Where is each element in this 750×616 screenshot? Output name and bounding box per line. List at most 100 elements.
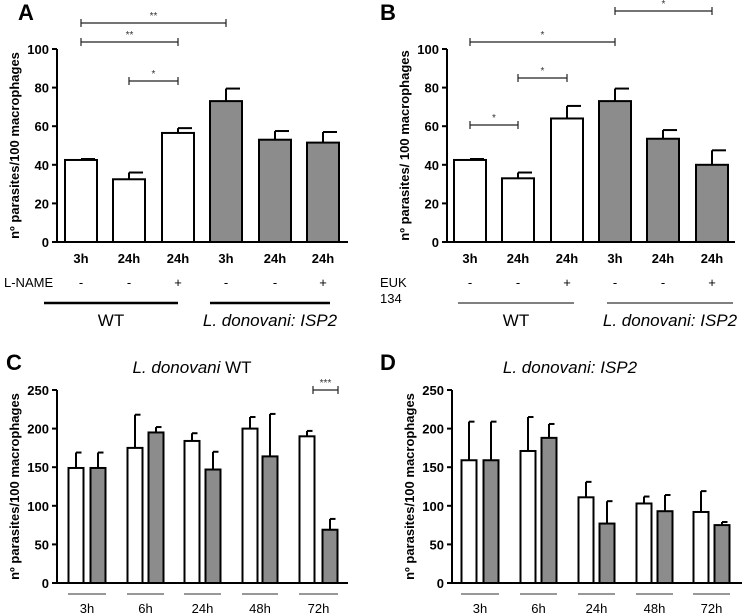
x-tick-label: 24h bbox=[652, 251, 674, 266]
y-axis-label: nº parasites/100 macrophages bbox=[402, 393, 417, 580]
bar bbox=[695, 163, 729, 243]
panel-title: L. donovani: ISP2 bbox=[503, 358, 638, 377]
bar bbox=[147, 431, 165, 584]
treatment-sign: + bbox=[174, 275, 182, 290]
panel-label: D bbox=[380, 350, 396, 375]
treatment-sign: - bbox=[273, 275, 277, 290]
treatment-sign: - bbox=[79, 275, 83, 290]
panel-c: C 0 50 100 150 200 250 nº parasites/100 macroph… bbox=[6, 350, 348, 616]
y-tick-label: 40 bbox=[35, 158, 49, 173]
group-label: L. donovani: ISP2 bbox=[203, 311, 338, 330]
significance-label: * bbox=[541, 66, 545, 77]
x-tick-label: 24h bbox=[167, 251, 189, 266]
bar bbox=[598, 522, 616, 585]
treatment-sign: + bbox=[708, 275, 716, 290]
y-tick-label: 50 bbox=[35, 537, 49, 552]
y-tick-label: 150 bbox=[422, 460, 444, 475]
x-tick-label: 3h bbox=[607, 251, 622, 266]
bar bbox=[453, 158, 487, 244]
treatment-sign: + bbox=[319, 275, 327, 290]
y-tick-label: 0 bbox=[437, 576, 444, 591]
y-axis-label: nº parasites/100 macrophages bbox=[7, 52, 22, 239]
treatment-sign: - bbox=[661, 275, 665, 290]
x-tick-label: 24h bbox=[264, 251, 286, 266]
y-tick-label: 20 bbox=[35, 196, 49, 211]
x-tick-label: 3h bbox=[73, 251, 88, 266]
bar bbox=[646, 137, 680, 243]
bar bbox=[692, 510, 710, 585]
bar bbox=[89, 466, 107, 584]
treatment-sign: - bbox=[224, 275, 228, 290]
panel-title-italic: L. donovani bbox=[132, 358, 221, 377]
bar bbox=[67, 466, 85, 584]
x-tick-label: 3h bbox=[462, 251, 477, 266]
y-tick-label: 60 bbox=[35, 119, 49, 134]
panel-label: A bbox=[18, 0, 34, 25]
bar bbox=[656, 510, 674, 585]
significance-label: * bbox=[492, 113, 496, 124]
treatment-label: L-NAME bbox=[4, 275, 53, 290]
bar bbox=[519, 449, 537, 584]
bar bbox=[241, 427, 259, 584]
x-tick-label: 24h bbox=[118, 251, 140, 266]
bar bbox=[550, 117, 584, 243]
bar bbox=[713, 524, 731, 584]
y-tick-label: 150 bbox=[27, 460, 49, 475]
x-tick-label: 3h bbox=[473, 601, 487, 616]
y-tick-label: 250 bbox=[27, 383, 49, 398]
bar bbox=[482, 459, 500, 585]
y-tick-label: 50 bbox=[430, 537, 444, 552]
x-tick-label: 72h bbox=[701, 601, 723, 616]
bar bbox=[460, 459, 478, 585]
y-tick-label: 60 bbox=[425, 119, 439, 134]
group-label: L. donovani: ISP2 bbox=[603, 311, 738, 330]
bar bbox=[577, 496, 595, 585]
x-tick-label: 24h bbox=[586, 601, 608, 616]
significance-label: ** bbox=[126, 30, 134, 41]
x-tick-label: 24h bbox=[507, 251, 529, 266]
x-tick-label: 48h bbox=[249, 601, 271, 616]
x-tick-label: 24h bbox=[312, 251, 334, 266]
bar bbox=[635, 502, 653, 585]
panel-label: B bbox=[380, 0, 396, 25]
significance-label: * bbox=[662, 0, 666, 10]
bar bbox=[126, 446, 144, 584]
y-tick-label: 100 bbox=[27, 499, 49, 514]
significance-label: ** bbox=[150, 11, 158, 22]
bar bbox=[112, 178, 146, 243]
treatment-label-line2: 134 bbox=[380, 291, 402, 306]
treatment-sign: - bbox=[468, 275, 472, 290]
bar bbox=[598, 100, 632, 243]
y-tick-label: 80 bbox=[35, 81, 49, 96]
treatment-sign: - bbox=[516, 275, 520, 290]
bar bbox=[183, 439, 201, 584]
y-tick-label: 250 bbox=[422, 383, 444, 398]
bar bbox=[261, 455, 279, 584]
y-axis-label: nº parasites/ 100 macrophages bbox=[397, 50, 412, 240]
x-tick-label: 48h bbox=[644, 601, 666, 616]
bar bbox=[204, 468, 222, 584]
bar bbox=[298, 435, 316, 584]
x-tick-label: 24h bbox=[192, 601, 214, 616]
significance-label: *** bbox=[320, 378, 332, 389]
bar bbox=[161, 131, 195, 243]
bar bbox=[321, 528, 339, 584]
x-tick-label: 3h bbox=[218, 251, 233, 266]
x-tick-label: 24h bbox=[701, 251, 723, 266]
significance-label: * bbox=[541, 30, 545, 41]
bar bbox=[64, 158, 98, 244]
panel-label: C bbox=[6, 350, 22, 375]
x-tick-label: 24h bbox=[556, 251, 578, 266]
y-tick-label: 0 bbox=[432, 235, 439, 250]
panel-d: D 0 50 100 150 200 250 nº parasites/100 macroph… bbox=[380, 350, 742, 616]
bar bbox=[258, 138, 292, 244]
x-tick-label: 3h bbox=[80, 601, 94, 616]
y-tick-label: 100 bbox=[27, 42, 49, 57]
panel-a: A 0 20 40 60 80 100 nº parasites/100 macrophage… bbox=[4, 0, 348, 330]
y-axis-label: nº parasites/100 macrophages bbox=[7, 393, 22, 580]
y-tick-label: 0 bbox=[42, 576, 49, 591]
x-tick-label: 6h bbox=[531, 601, 545, 616]
x-tick-label: 72h bbox=[308, 601, 330, 616]
y-tick-label: 100 bbox=[417, 42, 439, 57]
treatment-sign: - bbox=[613, 275, 617, 290]
